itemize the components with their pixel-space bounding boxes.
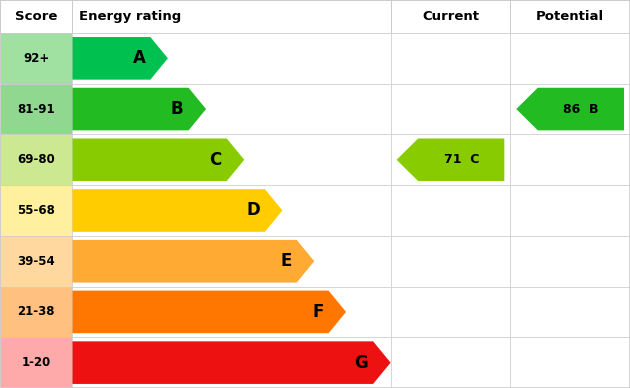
Text: 86  B: 86 B <box>563 102 598 116</box>
Polygon shape <box>397 139 505 181</box>
Bar <box>391 236 510 287</box>
Bar <box>72 33 391 84</box>
Text: F: F <box>312 303 324 321</box>
Polygon shape <box>72 139 244 181</box>
Text: 21-38: 21-38 <box>18 305 55 319</box>
Bar <box>0 134 72 185</box>
Text: Energy rating: Energy rating <box>79 10 181 23</box>
Bar <box>510 134 630 185</box>
Bar <box>391 134 510 185</box>
Polygon shape <box>72 37 168 80</box>
Polygon shape <box>516 88 624 130</box>
Text: 81-91: 81-91 <box>18 102 55 116</box>
Bar <box>510 337 630 388</box>
Bar <box>391 33 510 84</box>
Text: Current: Current <box>422 10 479 23</box>
Text: G: G <box>354 353 368 372</box>
Bar <box>510 287 630 337</box>
Polygon shape <box>72 88 206 130</box>
Bar <box>72 0 391 33</box>
Bar <box>0 337 72 388</box>
Bar <box>72 236 391 287</box>
Text: Potential: Potential <box>536 10 604 23</box>
Bar <box>72 84 391 134</box>
Bar <box>0 287 72 337</box>
Text: C: C <box>209 151 222 169</box>
Bar <box>72 337 391 388</box>
Bar <box>72 134 391 185</box>
Bar <box>391 84 510 134</box>
Bar <box>0 84 72 134</box>
Text: 39-54: 39-54 <box>18 255 55 268</box>
Bar <box>510 0 630 33</box>
Bar <box>510 33 630 84</box>
Bar <box>72 287 391 337</box>
Polygon shape <box>72 189 282 232</box>
Bar <box>510 84 630 134</box>
Text: 92+: 92+ <box>23 52 49 65</box>
Text: A: A <box>132 49 146 68</box>
Bar <box>0 185 72 236</box>
Text: B: B <box>171 100 183 118</box>
Text: 55-68: 55-68 <box>17 204 55 217</box>
Text: 71  C: 71 C <box>444 153 479 166</box>
Bar <box>391 337 510 388</box>
Polygon shape <box>72 291 346 333</box>
Text: 69-80: 69-80 <box>18 153 55 166</box>
Polygon shape <box>72 341 391 384</box>
Text: 1-20: 1-20 <box>21 356 51 369</box>
Bar <box>72 185 391 236</box>
Bar <box>391 287 510 337</box>
Bar <box>0 236 72 287</box>
Bar <box>391 185 510 236</box>
Bar <box>0 0 72 33</box>
Bar <box>391 0 510 33</box>
Polygon shape <box>72 240 314 282</box>
Bar <box>0 33 72 84</box>
Bar <box>510 236 630 287</box>
Text: D: D <box>246 201 260 220</box>
Text: E: E <box>280 252 292 270</box>
Text: Score: Score <box>15 10 57 23</box>
Bar <box>510 185 630 236</box>
